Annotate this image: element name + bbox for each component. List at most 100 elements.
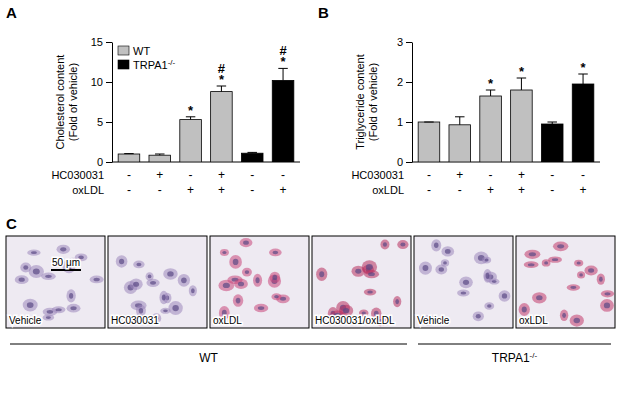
error-stem: [583, 74, 584, 84]
nucleus: [167, 271, 173, 276]
significance: *: [281, 54, 287, 69]
micrograph-frame: [312, 236, 411, 328]
plot-area: [418, 74, 594, 162]
bar: [480, 96, 502, 162]
cell: [473, 311, 484, 321]
bar: [118, 154, 140, 162]
cell: [229, 255, 242, 269]
tick-label: 2: [397, 76, 403, 88]
bar: [180, 120, 202, 162]
nucleus: [570, 286, 576, 289]
nucleus: [181, 277, 187, 283]
nucleus: [343, 308, 349, 313]
treatment-sign: +: [156, 168, 163, 182]
nucleus: [367, 291, 373, 294]
micrograph-frame: [414, 236, 513, 328]
nucleus: [119, 259, 124, 265]
tick: 0: [97, 156, 112, 168]
nucleus: [461, 291, 467, 294]
treatment-sign: -: [250, 183, 254, 197]
error-bar: [578, 74, 587, 84]
nucleus: [486, 273, 490, 279]
micrograph-frame: [6, 236, 105, 328]
cell: [160, 308, 170, 314]
y-axis: 0123: [397, 36, 413, 168]
image-label: oxLDL: [519, 315, 548, 326]
cell: [441, 246, 454, 256]
treatment-sign: +: [280, 183, 287, 197]
image-label: Vehicle: [9, 315, 42, 326]
treatment-sign: -: [581, 168, 585, 182]
cell: [159, 291, 168, 304]
nucleus: [163, 309, 168, 312]
cell: [393, 296, 401, 307]
treatment-sign: -: [427, 183, 431, 197]
error-stem: [459, 117, 460, 125]
x-axis: [112, 162, 300, 163]
cell: [240, 238, 253, 247]
micrograph: oxLDL: [210, 236, 309, 328]
cells: [218, 238, 289, 320]
cell: [220, 249, 229, 256]
cell: [168, 301, 182, 315]
cell: [270, 272, 281, 283]
cell: [542, 259, 551, 266]
nucleus: [23, 265, 28, 270]
cells: [116, 255, 197, 323]
group-label: WT: [199, 351, 218, 365]
nucleus: [522, 307, 527, 313]
cell: [419, 261, 432, 274]
cell: [66, 289, 75, 302]
cell: [397, 240, 408, 249]
legend-label: TRPA1-/-: [133, 57, 176, 71]
cell: [560, 309, 568, 321]
axis-title: Triglyceride content: [354, 54, 366, 150]
error-bar: [424, 122, 433, 123]
tick-mark: [106, 122, 112, 123]
tick-mark: [106, 162, 112, 163]
bar: [272, 80, 294, 162]
nucleus: [552, 258, 558, 261]
treatment-sign: -: [427, 168, 431, 182]
cell: [41, 273, 56, 280]
nucleus: [272, 275, 277, 280]
tick-mark: [406, 162, 412, 163]
tick-label: 0: [97, 156, 103, 168]
nucleus: [56, 308, 62, 311]
treatment-sign: -: [189, 168, 193, 182]
cell: [601, 290, 614, 297]
cell: [524, 261, 539, 268]
image-label: HC030031: [111, 315, 159, 326]
treatment-sign: -: [458, 183, 462, 197]
cell: [52, 306, 66, 313]
nucleus: [502, 293, 507, 298]
significance: *: [188, 103, 194, 118]
image-label: HC030031/oxLDL: [315, 315, 395, 326]
tick-label: 0: [397, 156, 403, 168]
tick-label: 1: [397, 116, 403, 128]
image-label: Vehicle: [417, 315, 450, 326]
tick: 15: [91, 36, 112, 48]
panel-c: CVehicle50 μmHC030031oxLDLHC030031/oxLDL…: [6, 215, 615, 365]
error-bar: [247, 152, 256, 154]
nucleus: [148, 274, 152, 278]
panel-1: B0123Triglyceride content(Fold of vehicl…: [318, 4, 600, 197]
nucleus: [19, 278, 25, 282]
nucleus: [383, 242, 387, 246]
tick-mark: [406, 42, 412, 43]
nucleus: [562, 313, 566, 318]
cell: [23, 299, 38, 312]
nucleus: [588, 268, 594, 272]
nucleus: [222, 251, 226, 254]
error-bar: [517, 78, 526, 90]
nucleus: [355, 269, 361, 274]
cell: [431, 239, 441, 251]
cell: [116, 255, 128, 267]
bar: [241, 153, 263, 162]
legend: WTTRPA1-/-: [118, 45, 176, 71]
legend-swatch: [118, 46, 129, 55]
axis-line: [412, 162, 600, 163]
error-cap: [155, 154, 164, 155]
nucleus: [574, 318, 580, 323]
bar: [418, 122, 440, 162]
